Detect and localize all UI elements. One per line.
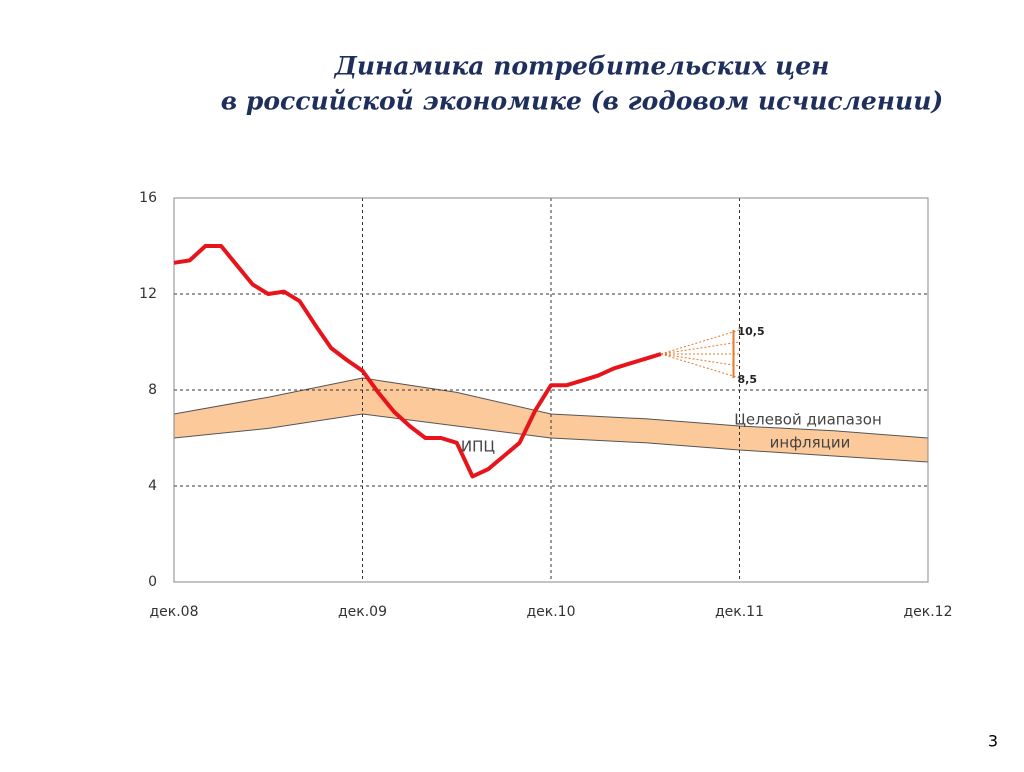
chart-title: Динамика потребительских цен: [334, 52, 830, 81]
x-tick-label: дек.11: [715, 604, 764, 620]
cpi-line: [173, 244, 662, 479]
series-label: ИПЦ: [461, 438, 496, 456]
x-tick-label: дек.09: [338, 604, 387, 620]
forecast-ray: [660, 341, 740, 355]
forecast-label: 8,5: [738, 373, 758, 386]
band-label: инфляции: [770, 434, 851, 452]
chart-title: в российской экономике (в годовом исчисл…: [221, 87, 943, 116]
page-number: 3: [988, 732, 998, 751]
forecast-ray: [660, 353, 740, 367]
x-tick-label: дек.08: [149, 604, 198, 620]
y-tick-label: 8: [148, 382, 157, 398]
x-tick-label: дек.12: [903, 604, 952, 620]
forecast-label: 10,5: [738, 325, 765, 338]
y-tick-label: 4: [148, 478, 157, 494]
forecast-ray: [660, 353, 740, 379]
forecast-ray: [660, 329, 740, 355]
y-tick-label: 16: [139, 190, 157, 206]
band-label: Целевой диапазон: [734, 411, 882, 429]
x-tick-label: дек.10: [526, 604, 575, 620]
plot-frame: [173, 197, 929, 583]
y-tick-label: 12: [139, 286, 157, 302]
y-tick-label: 0: [148, 574, 157, 590]
